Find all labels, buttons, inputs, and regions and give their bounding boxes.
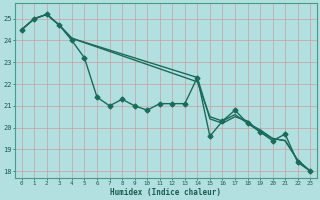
X-axis label: Humidex (Indice chaleur): Humidex (Indice chaleur)	[110, 188, 221, 197]
